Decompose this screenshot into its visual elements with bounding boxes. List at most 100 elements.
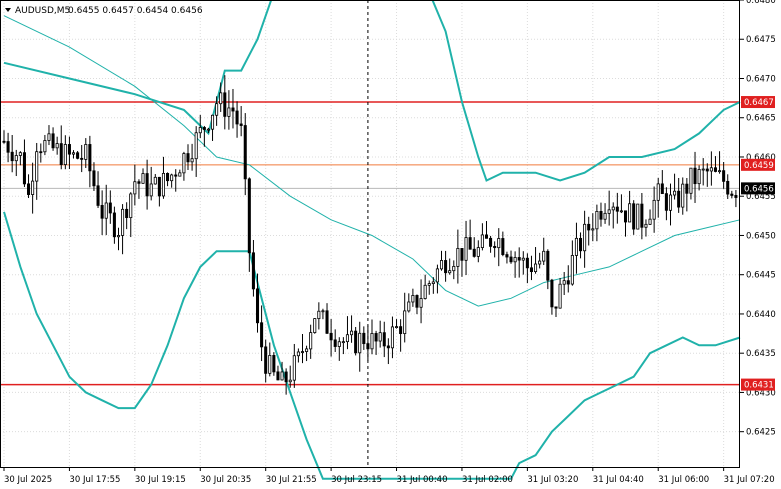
candle-body: [14, 155, 18, 162]
candle-body: [554, 306, 558, 309]
price-axis-border: [0, 0, 740, 468]
candle-body: [325, 310, 329, 334]
candle-body: [22, 152, 26, 185]
candle-body: [333, 339, 337, 347]
candle-body: [6, 141, 10, 153]
candle-body: [718, 170, 722, 173]
level-label: 0.6431: [744, 381, 774, 391]
candle-body: [235, 110, 239, 125]
candle-body: [190, 158, 194, 163]
candle-body: [574, 237, 578, 256]
candle-body: [722, 170, 726, 182]
candle-body: [345, 334, 349, 343]
candle-body: [399, 326, 403, 335]
candle-body: [354, 330, 358, 354]
candle-body: [615, 206, 619, 212]
candle-body: [525, 257, 529, 269]
candle-body: [76, 152, 80, 159]
candle-body: [513, 257, 517, 263]
candle-body: [108, 202, 112, 214]
y-tick-label: 0.6475: [746, 35, 776, 45]
candle-body: [538, 260, 542, 265]
candle-body: [664, 193, 668, 211]
candle-body: [104, 202, 108, 219]
candle-body: [370, 333, 374, 350]
candle-body: [460, 248, 464, 261]
candle-body: [378, 332, 382, 342]
candle-body: [84, 144, 88, 160]
candle-body: [145, 173, 149, 197]
candle-body: [374, 333, 378, 342]
candle-body: [395, 326, 399, 329]
candle-body: [88, 144, 92, 172]
candle-body: [166, 172, 170, 182]
y-tick-label: 0.6460: [746, 153, 776, 163]
candle-body: [427, 283, 431, 286]
y-tick-label: 0.6470: [746, 74, 776, 84]
candle-body: [423, 284, 427, 299]
candle-body: [251, 252, 255, 290]
candle-body: [198, 127, 202, 134]
candle-body: [611, 206, 615, 211]
candle-body: [186, 153, 190, 163]
candle-body: [260, 322, 264, 348]
y-tick-label: 0.6445: [746, 271, 776, 281]
candle-body: [693, 167, 697, 185]
candle-body: [619, 210, 623, 213]
candle-body: [529, 267, 533, 273]
candle-body: [43, 140, 47, 153]
candle-body: [709, 167, 713, 172]
candle-body: [542, 250, 546, 262]
candle-body: [358, 332, 362, 354]
x-tick-label: 31 Jul 04:40: [593, 475, 644, 485]
y-tick-label: 0.6435: [746, 349, 776, 359]
candle-body: [292, 355, 296, 381]
candle-body: [272, 355, 276, 373]
candle-body: [713, 167, 717, 172]
chart-header: AUDUSD,M5 0.6455 0.6457 0.6454 0.6456: [5, 6, 203, 16]
dropdown-triangle-icon[interactable]: [5, 8, 11, 12]
candle-body: [92, 170, 96, 187]
y-tick-label: 0.6425: [746, 428, 776, 438]
candle-body: [521, 257, 525, 261]
candle-body: [730, 193, 734, 196]
candle-body: [464, 237, 468, 261]
candle-body: [239, 123, 243, 126]
candle-body: [456, 248, 460, 267]
candle-body: [403, 310, 407, 335]
candle-body: [591, 228, 595, 231]
candle-body: [276, 371, 280, 381]
x-tick-label: 30 Jul 2025: [4, 475, 52, 485]
candle-body: [435, 268, 439, 283]
x-tick-label: 31 Jul 02:00: [462, 475, 513, 485]
y-tick-label: 0.6465: [746, 114, 776, 124]
candle-body: [509, 256, 513, 263]
x-tick-label: 31 Jul 00:40: [397, 475, 448, 485]
candle-body: [206, 128, 210, 131]
x-tick-label: 30 Jul 23:15: [331, 475, 382, 485]
candle-body: [656, 183, 660, 201]
candle-body: [623, 210, 628, 223]
candle-body: [431, 281, 435, 284]
level-label-box: [741, 158, 775, 171]
level-label-box: [741, 96, 775, 109]
candle-body: [697, 169, 701, 185]
candle-body: [170, 174, 174, 182]
candle-body: [599, 210, 603, 220]
candle-body: [493, 245, 497, 249]
candle-body: [121, 208, 125, 236]
candle-body: [644, 223, 648, 228]
candle-body: [648, 218, 652, 225]
candle-body: [415, 295, 419, 308]
candle-body: [137, 181, 141, 184]
y-tick-label: 0.6455: [746, 192, 776, 202]
candle-body: [96, 185, 100, 206]
candle-body: [202, 127, 206, 130]
candle-body: [705, 168, 709, 172]
candle-body: [329, 332, 333, 341]
candle-body: [444, 260, 448, 274]
x-tick-label: 31 Jul 03:20: [527, 475, 578, 485]
y-tick-label: 0.6480: [746, 0, 776, 6]
x-tick-label: 30 Jul 19:15: [135, 475, 186, 485]
candle-body: [35, 151, 39, 182]
